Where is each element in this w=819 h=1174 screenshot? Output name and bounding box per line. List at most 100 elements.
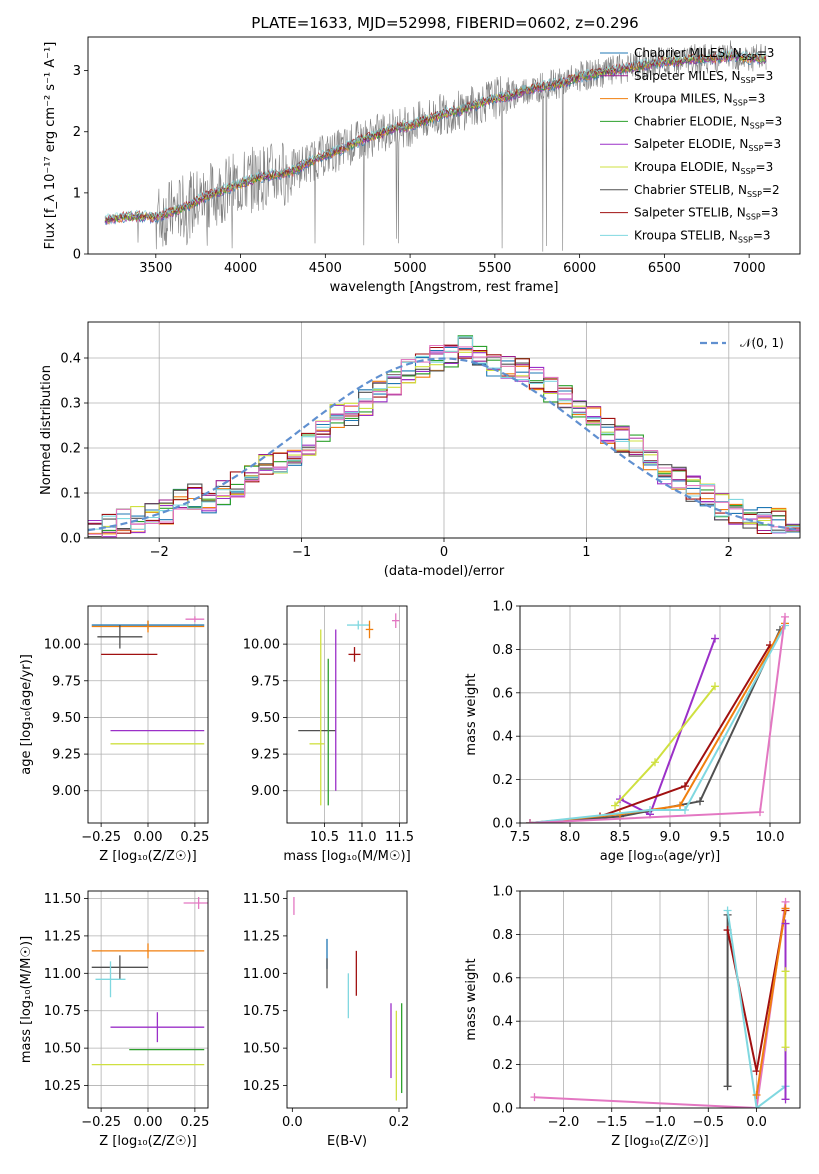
x-tick-label: 5000 [394, 261, 427, 276]
mass-vs-Z-marks [91, 896, 208, 1066]
spectrum-panel: 3500 4000 4500 5000 5500 6000 6500 7000 0 1 2 3 wave… [43, 36, 801, 295]
axes-frame [286, 605, 408, 824]
weight-marker [723, 906, 732, 915]
x-tick-label: 0.2 [389, 1115, 410, 1130]
x-tick-label: 0.0 [746, 1115, 767, 1130]
weight-marker [646, 805, 654, 814]
y-tick-label: 9.00 [251, 784, 280, 799]
legend-label: Kroupa STELIB, NSSP=3 [634, 228, 771, 244]
y-axis-label: Flux [f_λ 10⁻¹⁷ erg cm⁻² s⁻¹ A⁻¹] [43, 42, 58, 250]
legend-label: Salpeter MILES, NSSP=3 [634, 69, 773, 85]
spectrum-marks [104, 40, 767, 252]
y-tick-label: 11.50 [44, 892, 81, 907]
y-axis-label: age [log₁₀(age/yr)] [19, 654, 34, 775]
data-spectrum-line [104, 40, 767, 252]
x-tick-label: −2.0 [548, 1115, 580, 1130]
weight-marker [781, 919, 790, 928]
weight-marker [651, 758, 659, 767]
weight-marker [723, 1082, 732, 1091]
x-tick-label: 3500 [139, 261, 172, 276]
weight-marker [611, 801, 619, 810]
x-axis-label: (data-model)/error [384, 564, 505, 579]
age-vs-Z-marks [91, 616, 205, 745]
y-tick-label: 9.25 [52, 748, 81, 763]
x-tick-label: 9.5 [710, 830, 731, 845]
x-tick-label: 8.5 [610, 830, 631, 845]
y-tick-label: 0.4 [60, 352, 81, 367]
x-tick-label: 6000 [563, 261, 596, 276]
x-tick-label: −0.5 [692, 1115, 724, 1130]
y-tick-label: 0.3 [60, 397, 81, 412]
weight-marker [676, 801, 684, 810]
weight-vs-age-panel: 7.5 8.0 8.5 9.0 9.5 10.0 0.0 0.2 0.4 0.6 0.8 1.0 age… [464, 600, 801, 864]
weight-marker [526, 819, 534, 823]
legend-label: Chabrier MILES, NSSP=3 [634, 46, 774, 62]
mass-vs-ebv-marks [293, 896, 403, 1101]
x-tick-label: 7000 [733, 261, 766, 276]
legend-label: Salpeter STELIB, NSSP=3 [634, 206, 778, 222]
y-tick-label: 1 [73, 186, 81, 201]
histogram-step-line [88, 337, 800, 538]
weight-marker [781, 612, 789, 621]
weight-marker [752, 1104, 761, 1108]
weight-marker [681, 805, 689, 814]
y-tick-label: 10.75 [243, 1004, 280, 1019]
x-tick-label: 4500 [309, 261, 342, 276]
y-tick-label: 0.2 [492, 773, 513, 788]
y-tick-label: 9.50 [251, 711, 280, 726]
y-tick-label: 9.50 [52, 711, 81, 726]
y-tick-label: 0.6 [492, 971, 513, 986]
y-tick-label: 0 [73, 248, 81, 263]
legend-label: Kroupa MILES, NSSP=3 [634, 92, 765, 108]
y-tick-label: 0.4 [492, 730, 513, 745]
x-tick-label: 5500 [478, 261, 511, 276]
weight-line [726, 910, 787, 1108]
y-tick-label: 0.0 [60, 532, 81, 547]
residuals-panel: −2 −1 0 1 2 0.0 0.1 0.2 0.3 0.4 (data-model)/error… [39, 321, 801, 579]
y-tick-label: 0.2 [492, 1058, 513, 1073]
model-spectrum-line [104, 49, 767, 220]
y-tick-label: 10.75 [44, 1004, 81, 1019]
y-tick-label: 11.00 [44, 967, 81, 982]
mass-vs-ebv-panel: 0.0 0.2 10.25 10.50 10.75 11.00 11.25 11.50 E(B-… [243, 890, 410, 1149]
y-tick-label: 1.0 [492, 885, 513, 900]
y-axis-label: mass weight [464, 673, 479, 755]
x-axis-label: age [log₁₀(age/yr)] [600, 849, 721, 864]
y-tick-label: 9.75 [52, 674, 81, 689]
x-axis-label: mass [log₁₀(M/M☉)] [283, 849, 410, 864]
y-tick-label: 0.8 [492, 643, 513, 658]
weight-marker [781, 967, 790, 976]
weight-line [755, 908, 787, 1096]
spectrum-legend: Chabrier MILES, NSSP=3 Salpeter MILES, NS… [600, 46, 782, 244]
x-tick-label: 0 [440, 545, 448, 560]
y-tick-label: 0.8 [492, 928, 513, 943]
weight-marker [752, 1090, 761, 1099]
y-tick-label: 3 [73, 64, 81, 79]
weight-line [529, 644, 771, 823]
age-vs-mass-marks [298, 613, 400, 806]
y-axis-label: Normed distribution [39, 365, 54, 495]
normal-curve [88, 357, 800, 532]
weight-line [529, 625, 786, 823]
y-tick-label: 10.25 [44, 1079, 81, 1094]
legend-label: Salpeter ELODIE, NSSP=3 [634, 137, 781, 153]
x-tick-label: 1 [582, 545, 590, 560]
x-axis-label: Z [log₁₀(Z/Z☉)] [99, 1134, 196, 1149]
x-axis-label: Z [log₁₀(Z/Z☉)] [99, 849, 196, 864]
y-tick-label: 11.00 [243, 967, 280, 982]
age-vs-mass-panel: 10.5 11.0 11.5 9.00 9.25 9.50 9.75 10.00 mass [l… [243, 605, 414, 864]
y-tick-label: 0.4 [492, 1015, 513, 1030]
y-tick-label: 11.25 [243, 929, 280, 944]
histogram-step-line [88, 344, 800, 538]
weight-vs-Z-panel: −2.0 −1.5 −1.0 −0.5 0.0 0.0 0.2 0.4 0.6 0.8 1.0 Z [… [464, 885, 801, 1149]
x-tick-label: 4000 [224, 261, 257, 276]
x-tick-label: 0.0 [282, 1115, 303, 1130]
weight-marker [530, 1093, 539, 1102]
y-tick-label: 0.0 [492, 1102, 513, 1117]
y-tick-label: 9.75 [251, 674, 280, 689]
y-tick-label: 0.6 [492, 686, 513, 701]
y-tick-label: 10.50 [44, 1042, 81, 1057]
weight-marker [752, 1067, 761, 1076]
weight-line [529, 629, 781, 823]
